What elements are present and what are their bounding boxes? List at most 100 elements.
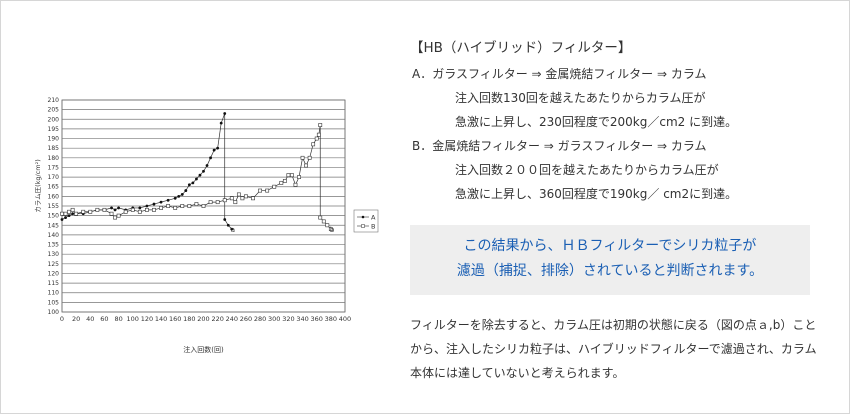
y-tick-label: 195 — [48, 126, 60, 133]
section-title: 【HB（ハイブリッド）フィルター】 — [410, 40, 632, 56]
data-point-B — [307, 155, 312, 160]
data-point-A — [230, 227, 234, 231]
data-point-B — [67, 209, 71, 214]
data-point-A — [191, 181, 195, 185]
callout-line2: 濾過（捕捉、排除）されていると判断されます。 — [456, 263, 764, 279]
data-point-B — [109, 211, 114, 216]
data-point-B — [70, 207, 75, 212]
data-point-B — [215, 200, 220, 205]
x-tick-label: 180 — [183, 315, 195, 323]
case-a-heading: A．ガラスフィルター ⇒ 金属焼結フィルター ⇒ カラム — [412, 67, 707, 81]
data-point-A — [67, 214, 71, 218]
y-tick-label: 100 — [48, 309, 60, 316]
legend-box — [353, 209, 379, 233]
explanation-paragraph: フィルターを除去すると、カラム圧は初期の状態に戻る（図の点ａ,b）ことから、注入… — [410, 318, 817, 380]
callout-line1: この結果から、ＨＢフィルターでシリカ粒子が — [463, 238, 757, 254]
data-point-B — [60, 211, 64, 216]
data-point-A — [71, 212, 75, 216]
x-tick-label: 0 — [60, 315, 64, 323]
data-point-B — [314, 136, 319, 141]
data-point-B — [63, 211, 68, 216]
data-point-B — [282, 179, 287, 183]
data-point-A — [226, 223, 230, 227]
data-point-A — [152, 202, 156, 206]
y-tick-label: 145 — [48, 222, 60, 229]
data-point-B — [194, 202, 199, 206]
legend-marker-B — [361, 224, 365, 228]
data-point-B — [208, 200, 213, 205]
data-point-B — [321, 219, 326, 224]
data-point-B — [187, 204, 192, 208]
y-tick-label: 170 — [48, 174, 60, 181]
x-tick-label: 400 — [339, 315, 351, 323]
x-tick-label: 60 — [100, 315, 108, 323]
x-tick-label: 380 — [325, 315, 337, 323]
y-tick-label: 175 — [48, 164, 60, 171]
y-tick-label: 115 — [48, 280, 60, 287]
data-point-A — [195, 177, 198, 181]
data-point-B — [123, 209, 128, 214]
case-b-heading: B．金属焼結フィルター ⇒ ガラスフィルター ⇒ カラム — [412, 139, 707, 153]
data-point-A — [198, 173, 202, 177]
legend-marker-A — [361, 215, 365, 219]
data-point-B — [240, 196, 245, 201]
x-tick-label: 360 — [310, 315, 322, 323]
data-point-B — [222, 198, 227, 203]
data-point-B — [180, 204, 185, 208]
y-tick-label: 130 — [48, 251, 60, 258]
case-b-line1: 注入回数２００回を越えたあたりからカラム圧が — [455, 163, 719, 177]
data-point-B — [300, 155, 305, 160]
x-tick-label: 340 — [296, 315, 308, 323]
data-point-B — [173, 206, 178, 210]
data-point-B — [201, 204, 206, 208]
data-point-B — [159, 206, 163, 210]
x-tick-label: 280 — [254, 315, 266, 323]
data-point-A — [60, 218, 64, 221]
y-tick-label: 200 — [48, 116, 60, 123]
data-point-A — [166, 198, 170, 202]
y-tick-label: 125 — [48, 261, 60, 268]
case-b-line2: 急激に上昇し、360回程度で190kg／ cm2に到達。 — [455, 187, 738, 201]
legend-label-B: B — [371, 223, 375, 231]
data-point-B — [113, 215, 117, 220]
data-point-A — [180, 193, 184, 196]
data-point-A — [138, 206, 142, 210]
data-point-B — [145, 207, 149, 212]
x-tick-label: 20 — [72, 315, 80, 323]
data-point-A — [113, 208, 117, 212]
y-tick-label: 210 — [48, 97, 60, 104]
data-point-B — [152, 207, 156, 212]
data-point-B — [95, 207, 100, 212]
y-tick-label: 185 — [48, 145, 60, 152]
x-tick-label: 320 — [282, 315, 294, 323]
case-a-line2: 急激に上昇し、230回程度で200kg／cm2 に到達。 — [455, 115, 738, 129]
data-point-B — [116, 213, 121, 218]
y-tick-label: 155 — [48, 203, 60, 210]
data-point-A — [212, 148, 216, 152]
data-point-B — [318, 215, 323, 220]
data-point-B — [244, 194, 248, 199]
data-point-B — [325, 223, 330, 228]
pressure-chart: 1001051101151201251301351401451501551601… — [34, 97, 379, 354]
x-tick-label: 200 — [197, 315, 209, 323]
data-point-A — [223, 112, 227, 115]
data-point-B — [236, 192, 241, 197]
data-point-B — [272, 184, 277, 189]
data-point-A — [184, 189, 188, 192]
data-point-B — [297, 175, 301, 179]
data-point-A — [110, 206, 113, 210]
data-point-B — [74, 211, 79, 216]
conclusion-callout: この結果から、ＨＢフィルターでシリカ粒子が 濾過（捕捉、排除）されていると判断さ… — [410, 225, 810, 295]
data-point-B — [102, 207, 107, 212]
y-tick-label: 165 — [48, 184, 60, 191]
x-tick-label: 100 — [127, 315, 139, 323]
case-a-line1: 注入回数130回を越えたあたりからカラム圧が — [455, 91, 706, 105]
x-axis-label: 注入回数(回) — [183, 345, 224, 354]
data-point-B — [130, 207, 135, 212]
data-point-B — [286, 173, 291, 178]
x-tick-label: 220 — [211, 315, 223, 323]
x-tick-label: 140 — [155, 315, 167, 323]
data-point-B — [318, 123, 323, 127]
y-tick-label: 105 — [48, 299, 60, 306]
data-point-B — [251, 196, 255, 201]
